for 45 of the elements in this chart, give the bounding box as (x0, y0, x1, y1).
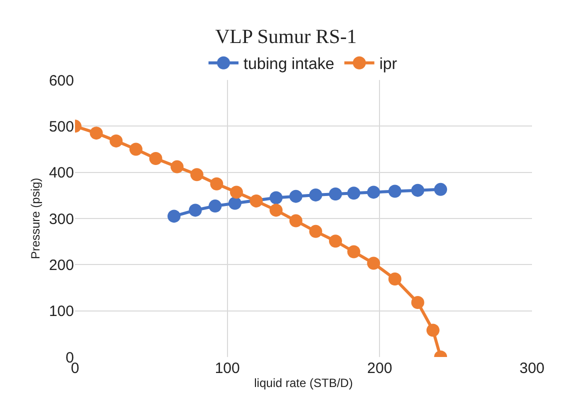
x-tick-label: 300 (519, 360, 545, 377)
point (309, 188, 322, 202)
y-tick-label: 300 (48, 210, 74, 228)
point (188, 204, 202, 217)
point (170, 160, 184, 174)
point (388, 184, 402, 198)
point (426, 324, 440, 337)
point (228, 196, 242, 210)
y-axis-title: Pressure (psig) (28, 178, 42, 260)
point (309, 224, 322, 238)
legend-label: tubing intake (244, 56, 334, 74)
point (110, 134, 123, 148)
point (328, 234, 342, 248)
point (347, 245, 360, 258)
y-tick-label: 600 (48, 72, 74, 90)
point (210, 177, 224, 190)
point (129, 142, 142, 156)
point (250, 194, 263, 208)
point (208, 200, 222, 213)
point (367, 186, 380, 199)
y-tick-label: 400 (48, 164, 74, 182)
point (149, 152, 162, 165)
y-tick-label: 200 (48, 256, 74, 274)
point (230, 186, 243, 199)
point (367, 256, 380, 270)
legend-label: ipr (379, 56, 398, 74)
point (411, 296, 424, 310)
y-tick-label: 100 (48, 303, 74, 320)
point (411, 184, 424, 197)
point (388, 272, 402, 286)
point (328, 188, 342, 201)
point (190, 168, 204, 182)
point (270, 191, 283, 204)
point (289, 214, 302, 228)
point (434, 182, 448, 196)
x-tick-label: 200 (367, 360, 392, 377)
point (270, 204, 283, 217)
point (289, 190, 302, 203)
chart-title: VLP Sumur RS-1 (215, 26, 357, 48)
x-axis-title: liquid rate (STB/D) (254, 376, 353, 390)
point (347, 186, 360, 200)
point (90, 126, 103, 140)
point (168, 210, 181, 223)
y-tick-label: 500 (48, 118, 74, 136)
x-tick-label: 100 (214, 360, 240, 377)
